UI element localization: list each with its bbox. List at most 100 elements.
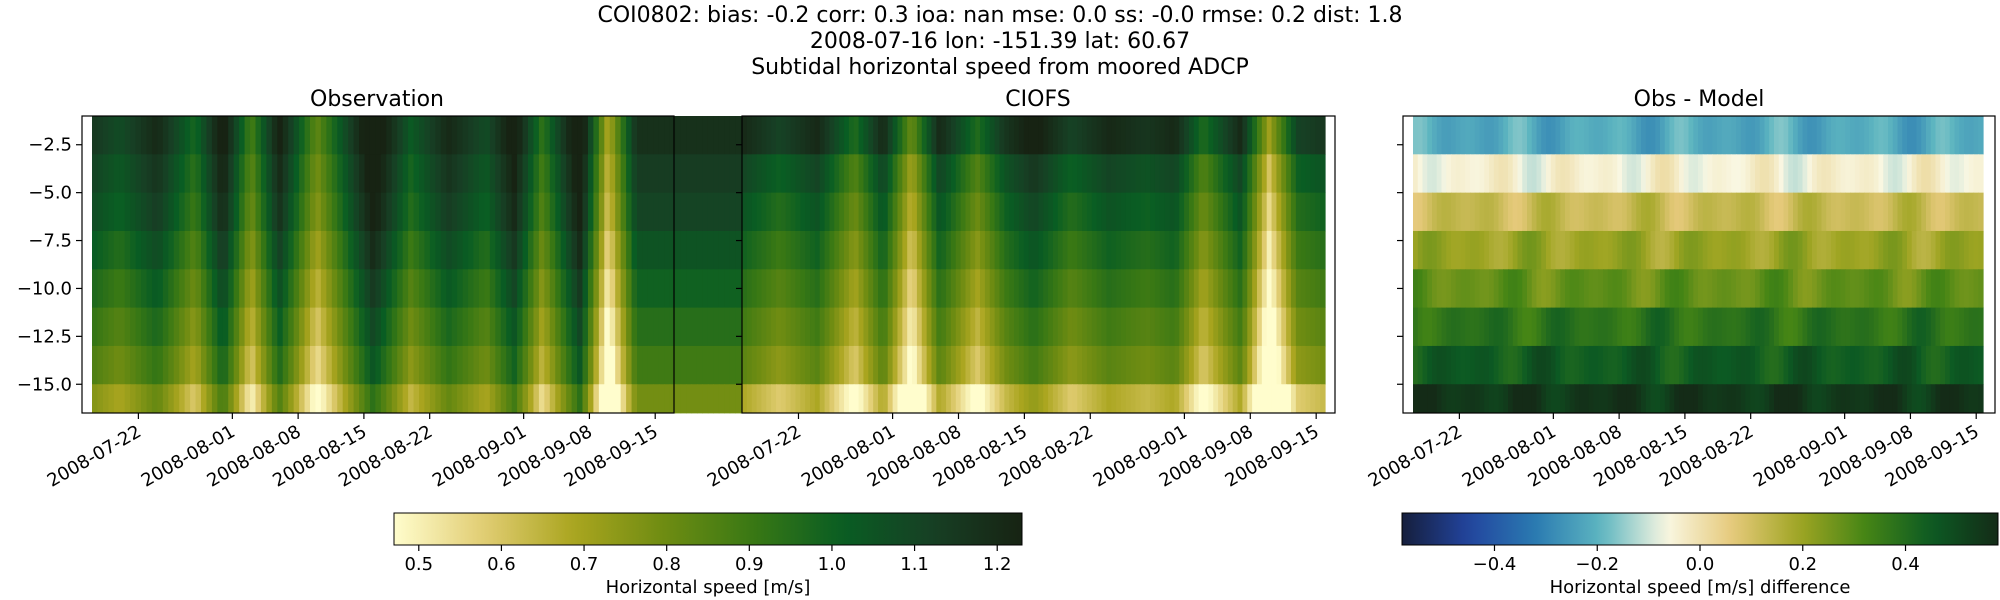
heatmap-cell (1315, 384, 1321, 414)
heatmap-cell (277, 307, 284, 347)
heatmap-cell (320, 269, 327, 309)
heatmap-cell (1764, 307, 1770, 347)
heatmap-cell (1503, 192, 1509, 232)
heatmap-cell (1959, 307, 1965, 347)
heatmap-cell (907, 116, 913, 155)
heatmap-cell (873, 345, 879, 385)
heatmap-cell (146, 230, 153, 270)
heatmap-cell (1664, 192, 1671, 232)
heatmap-cell (1106, 307, 1112, 347)
heatmap-cell (1759, 269, 1766, 309)
heatmap-cell (814, 269, 821, 309)
heatmap-cell (495, 269, 502, 309)
heatmap-cell (1802, 230, 1808, 270)
heatmap-cell (713, 230, 720, 270)
heatmap-cell (1130, 307, 1137, 347)
heatmap-cell (1954, 154, 1960, 194)
heatmap-cell (604, 307, 611, 347)
heatmap-cell (858, 192, 865, 232)
heatmap-cell (593, 269, 600, 309)
heatmap-cell (1826, 154, 1832, 194)
heatmap-cell (555, 345, 562, 385)
heatmap-cell (1878, 230, 1884, 270)
heatmap-cell (577, 269, 584, 309)
heatmap-cell (293, 345, 300, 385)
heatmap-cell (315, 384, 322, 414)
heatmap-cell (1310, 230, 1316, 270)
heatmap-cell (707, 192, 714, 232)
heatmap-cell (1816, 269, 1823, 309)
heatmap-cell (1574, 192, 1580, 232)
heatmap-cell (266, 307, 273, 347)
heatmap-cell (1650, 230, 1656, 270)
heatmap-cell (320, 116, 327, 155)
colorbar-tick-label: 0.7 (570, 554, 599, 575)
heatmap-cell (868, 116, 874, 155)
heatmap-cell (1883, 384, 1889, 414)
heatmap-cell (1740, 307, 1747, 347)
heatmap-cell (1052, 307, 1059, 347)
heatmap-cell (1276, 230, 1282, 270)
heatmap-cell (647, 192, 654, 232)
heatmap-cell (1550, 307, 1557, 347)
heatmap-cell (369, 154, 376, 194)
heatmap-cell (478, 116, 485, 155)
heatmap-cell (1014, 230, 1020, 270)
heatmap-cell (1179, 154, 1185, 194)
heatmap-cell (1645, 192, 1652, 232)
heatmap-cell (135, 307, 142, 347)
heatmap-cell (1422, 269, 1428, 309)
heatmap-cell (1498, 192, 1504, 232)
heatmap-cell (1892, 154, 1899, 194)
heatmap-cell (1116, 116, 1122, 155)
heatmap-cell (255, 384, 262, 414)
heatmap-cell (1536, 345, 1542, 385)
heatmap-cell (1077, 345, 1083, 385)
heatmap-cell (1247, 307, 1253, 347)
heatmap-cell (582, 116, 589, 155)
heatmap-cell (337, 345, 344, 385)
heatmap-cell (1130, 384, 1137, 414)
heatmap-cell (250, 384, 257, 414)
heatmap-cell (873, 269, 879, 309)
heatmap-cell (713, 154, 720, 194)
heatmap-cell (776, 154, 782, 194)
heatmap-cell (348, 192, 355, 232)
heatmap-cell (1188, 154, 1195, 194)
heatmap-cell (364, 307, 371, 347)
heatmap-cell (878, 345, 884, 385)
heatmap-cell (310, 307, 317, 347)
heatmap-cell (484, 384, 491, 414)
heatmap-cell (424, 345, 431, 385)
heatmap-cell (1831, 345, 1837, 385)
heatmap-cell (587, 154, 594, 194)
heatmap-cell (364, 269, 371, 309)
heatmap-cell (446, 154, 453, 194)
heatmap-cell (1271, 116, 1278, 155)
heatmap-cell (729, 307, 736, 347)
heatmap-cell (897, 345, 903, 385)
heatmap-cell (1660, 230, 1666, 270)
heatmap-cell (446, 269, 453, 309)
heatmap-cell (457, 230, 464, 270)
heatmap-cell (1683, 345, 1690, 385)
heatmap-cell (1493, 192, 1500, 232)
heatmap-cell (533, 345, 540, 385)
heatmap-cell (1048, 384, 1054, 414)
heatmap-cell (1565, 230, 1571, 270)
heatmap-cell (462, 384, 469, 414)
heatmap-cell (839, 384, 845, 414)
heatmap-cell (506, 230, 513, 270)
heatmap-cell (1973, 384, 1979, 414)
heatmap-cell (941, 345, 947, 385)
heatmap-cell (511, 307, 518, 347)
heatmap-cell (1256, 307, 1263, 347)
heatmap-cell (364, 154, 371, 194)
heatmap-cell (1674, 154, 1680, 194)
heatmap-cell (1086, 384, 1093, 414)
heatmap-cell (834, 345, 840, 385)
heatmap-cell (402, 269, 409, 309)
heatmap-cell (955, 116, 962, 155)
heatmap-cell (1717, 269, 1723, 309)
heatmap-cell (1949, 116, 1956, 155)
